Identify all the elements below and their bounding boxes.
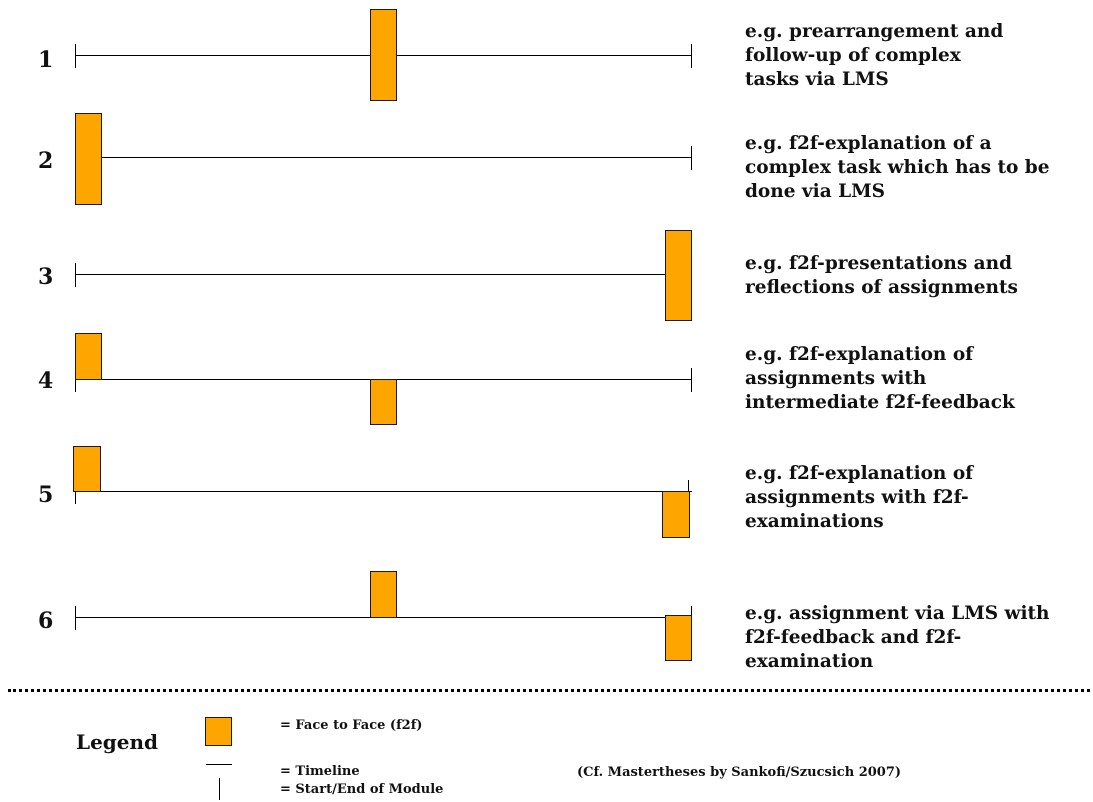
module-start-tick-row-3 <box>75 263 76 287</box>
description-line: examinations <box>745 511 884 532</box>
description-line: assignments with f2f- <box>745 487 969 508</box>
description-line: intermediate f2f-feedback <box>745 392 1015 413</box>
module-end-tick-row-4 <box>691 368 692 392</box>
timeline-row-3 <box>75 274 692 275</box>
timeline-row-2 <box>75 157 692 158</box>
description-line: follow-up of complex <box>745 45 961 66</box>
citation: (Cf. Mastertheses by Sankofi/Szucsich 20… <box>577 765 902 780</box>
row-number-4: 4 <box>38 368 54 394</box>
f2f-box-row-4-start <box>75 333 102 380</box>
description-line: examination <box>745 651 874 672</box>
module-end-tick-row-2 <box>691 146 692 170</box>
legend-title: Legend <box>76 730 159 754</box>
description-line: complex task which has to be <box>745 157 1050 178</box>
legend-start-end-swatch <box>219 778 220 800</box>
description-line: done via LMS <box>745 181 885 202</box>
legend-f2f-swatch <box>205 717 232 746</box>
f2f-box-row-3 <box>665 230 692 321</box>
module-start-tick-row-1 <box>75 44 76 68</box>
legend-start-end-label: = Start/End of Module <box>280 782 444 797</box>
description-line: f2f-feedback and f2f- <box>745 627 962 648</box>
description-line: e.g. f2f-explanation of <box>745 463 974 484</box>
timeline-row-5 <box>75 491 692 492</box>
description-line: tasks via LMS <box>745 69 889 90</box>
module-start-tick-row-4 <box>75 368 76 392</box>
row-description-2: e.g. f2f-explanation of a complex task w… <box>745 132 1085 204</box>
f2f-box-row-6-end <box>665 615 692 661</box>
row-description-4: e.g. f2f-explanation of assignments with… <box>745 343 1085 415</box>
description-line: e.g. prearrangement and <box>745 21 1004 42</box>
legend-f2f-label: = Face to Face (f2f) <box>280 718 423 733</box>
row-number-1: 1 <box>38 47 54 73</box>
row-description-6: e.g. assignment via LMS with f2f-feedbac… <box>745 602 1085 674</box>
row-description-1: e.g. prearrangement and follow-up of com… <box>745 20 1085 92</box>
description-line: assignments with <box>745 368 927 389</box>
module-start-tick-row-6 <box>75 606 76 630</box>
row-number-6: 6 <box>38 608 54 634</box>
row-number-3: 3 <box>38 264 54 290</box>
legend-timeline-swatch <box>206 764 232 765</box>
f2f-box-row-2 <box>75 113 102 205</box>
row-description-5: e.g. f2f-explanation of assignments with… <box>745 462 1085 534</box>
description-line: reflections of assignments <box>745 277 1018 298</box>
module-start-tick-row-5 <box>75 480 76 504</box>
module-end-tick-row-1 <box>691 44 692 68</box>
description-line: e.g. f2f-explanation of <box>745 344 974 365</box>
row-number-2: 2 <box>38 148 54 174</box>
description-line: e.g. f2f-explanation of a <box>745 133 992 154</box>
legend-timeline-label: = Timeline <box>280 764 360 779</box>
f2f-box-row-6-middle <box>370 571 397 618</box>
row-number-5: 5 <box>38 482 54 508</box>
f2f-box-row-5-start <box>73 446 101 492</box>
row-description-3: e.g. f2f-presentations and reflections o… <box>745 252 1085 300</box>
f2f-box-row-1 <box>370 9 397 101</box>
f2f-box-row-5-end <box>662 491 690 538</box>
description-line: e.g. f2f-presentations and <box>745 253 1013 274</box>
dotted-divider <box>8 689 1090 692</box>
description-line: e.g. assignment via LMS with <box>745 603 1050 624</box>
f2f-box-row-4-middle <box>370 379 397 425</box>
